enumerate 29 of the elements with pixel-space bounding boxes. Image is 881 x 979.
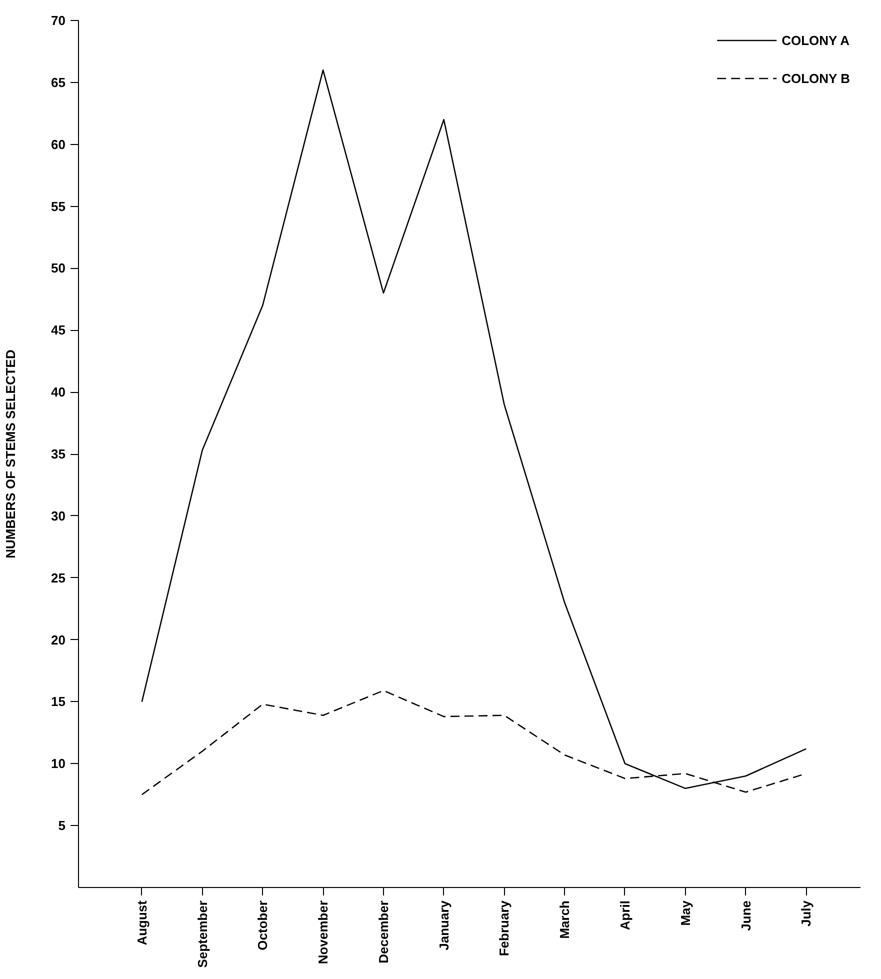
y-tick-label: 35	[51, 446, 66, 462]
x-tick-label: May	[678, 900, 693, 926]
legend-label: COLONY A	[782, 32, 850, 48]
y-tick-label: 55	[51, 198, 66, 214]
x-tick-label: December	[376, 900, 391, 964]
y-tick-label: 15	[51, 694, 66, 710]
y-tick-label: 5	[58, 818, 66, 834]
x-tick-label: June	[738, 900, 754, 931]
y-axis-title: NUMBERS OF STEMS SELECTED	[3, 350, 18, 558]
y-tick-label: 45	[51, 322, 66, 338]
y-tick-label: 70	[51, 13, 66, 28]
y-tick-label: 65	[51, 74, 66, 90]
y-tick-label: 50	[51, 260, 66, 276]
y-tick-label: 20	[51, 632, 66, 648]
y-tick-label: 30	[51, 508, 66, 524]
x-tick-label: October	[255, 900, 270, 950]
y-tick-label: 40	[51, 384, 66, 400]
x-tick-label: September	[194, 900, 210, 968]
x-tick-label: July	[798, 900, 814, 927]
x-tick-label: March	[557, 900, 572, 939]
y-tick-label: 25	[51, 570, 66, 586]
x-tick-label: August	[134, 900, 150, 946]
x-tick-label: April	[617, 900, 632, 930]
x-tick-label: November	[316, 900, 331, 964]
x-tick-label: February	[496, 900, 512, 956]
x-tick-label: January	[436, 900, 452, 950]
legend-label: COLONY B	[782, 70, 850, 86]
y-tick-label: 10	[51, 756, 66, 772]
y-tick-label: 60	[51, 136, 66, 152]
